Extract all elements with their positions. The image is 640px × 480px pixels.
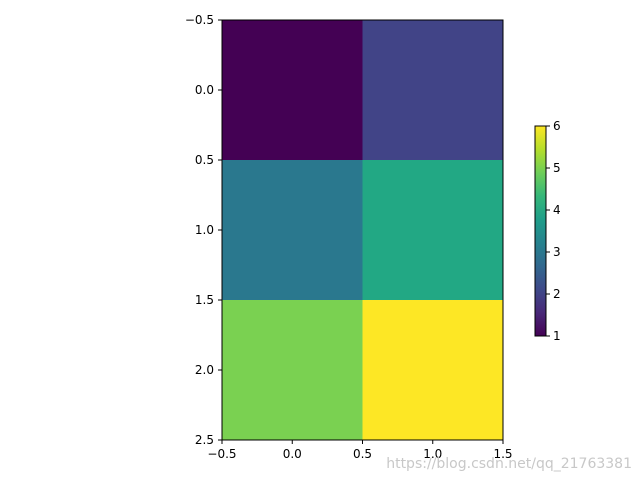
colorbar-tick-label: 2 bbox=[553, 287, 561, 301]
heatmap-cell bbox=[222, 20, 363, 160]
y-tick-label: −0.5 bbox=[185, 13, 214, 27]
colorbar-tick-label: 6 bbox=[553, 119, 561, 133]
y-axis: −0.5 0.0 0.5 1.0 1.5 2.0 2.5 bbox=[185, 13, 222, 447]
y-tick-label: 0.0 bbox=[195, 83, 214, 97]
x-tick-label: 0.0 bbox=[283, 447, 302, 461]
x-tick-label: 1.0 bbox=[423, 447, 442, 461]
heatmap-cell bbox=[362, 160, 503, 300]
y-tick-label: 2.5 bbox=[195, 433, 214, 447]
colorbar-tick-label: 5 bbox=[553, 161, 561, 175]
colorbar-tick-label: 1 bbox=[553, 329, 561, 343]
x-tick-label: 1.5 bbox=[493, 447, 512, 461]
watermark: https://blog.csdn.net/qq_21763381 bbox=[386, 456, 632, 472]
heatmap-cell bbox=[362, 20, 503, 160]
colorbar-tick-label: 4 bbox=[553, 203, 561, 217]
colorbar-gradient bbox=[534, 125, 547, 337]
colorbar-tick-label: 3 bbox=[553, 245, 561, 259]
heatmap-cell bbox=[222, 160, 363, 300]
heatmap-cells bbox=[222, 20, 503, 440]
x-tick-label: −0.5 bbox=[207, 447, 236, 461]
y-tick-label: 1.0 bbox=[195, 223, 214, 237]
heatmap-cell bbox=[362, 300, 503, 440]
heatmap-cell bbox=[222, 300, 363, 440]
x-axis: −0.5 0.0 0.5 1.0 1.5 bbox=[207, 440, 513, 461]
y-tick-label: 1.5 bbox=[195, 293, 214, 307]
y-tick-label: 2.0 bbox=[195, 363, 214, 377]
y-tick-label: 0.5 bbox=[195, 153, 214, 167]
colorbar: 1 2 3 4 5 6 bbox=[534, 119, 561, 343]
x-tick-label: 0.5 bbox=[353, 447, 372, 461]
